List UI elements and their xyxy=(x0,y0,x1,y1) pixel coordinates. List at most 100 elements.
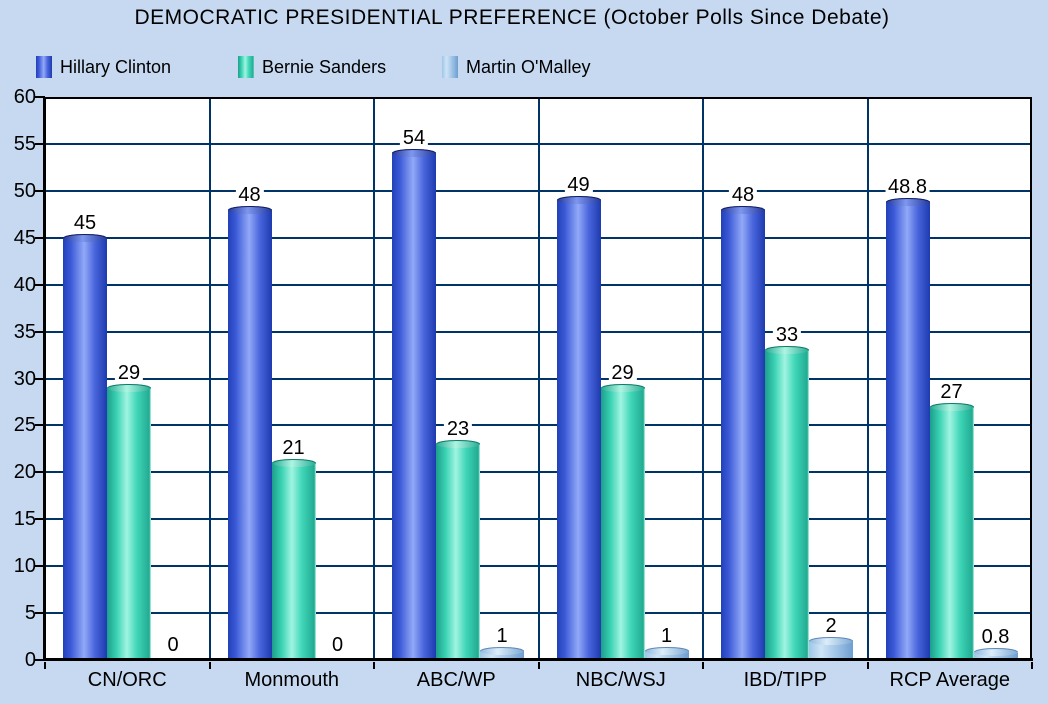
bar-cap-sanders-nbc-wsj xyxy=(600,383,645,392)
bar-value-label-omalley-abc-wp: 1 xyxy=(493,624,511,647)
bar-sanders-cn-orc xyxy=(107,387,151,660)
bar-clinton-rcp-average xyxy=(885,202,930,660)
x-axis-label-rcp-average: RCP Average xyxy=(889,669,1010,691)
y-tick-35 xyxy=(35,330,45,333)
bar-value-label-clinton-rcp-average: 48.8 xyxy=(885,176,930,199)
bar-clinton-abc-wp xyxy=(392,153,436,660)
bar-cap-sanders-rcp-average xyxy=(929,402,974,411)
bar-sanders-abc-wp xyxy=(436,444,480,660)
y-axis-label-45: 45 xyxy=(13,226,36,249)
clinton-swatch-icon xyxy=(36,56,52,78)
x-tick-1 xyxy=(208,662,211,669)
bar-clinton-nbc-wsj xyxy=(556,200,601,660)
x-axis-label-nbc-wsj: NBC/WSJ xyxy=(575,669,666,691)
category-divider-5 xyxy=(866,97,869,660)
bar-cap-clinton-ibd-tipp xyxy=(721,205,765,214)
bar-clinton-ibd-tipp xyxy=(721,209,765,660)
bar-value-label-sanders-nbc-wsj: 29 xyxy=(608,361,637,384)
y-tick-20 xyxy=(35,471,45,474)
bar-value-label-sanders-cn-orc: 29 xyxy=(114,361,144,384)
bar-value-label-omalley-monmouth: 0 xyxy=(328,634,347,656)
x-axis-label-cn-orc: CN/ORC xyxy=(87,669,167,691)
legend-item-hillary-clinton: Hillary Clinton xyxy=(36,55,171,79)
bar-cap-clinton-rcp-average xyxy=(885,198,930,207)
y-axis-label-50: 50 xyxy=(13,179,36,202)
bar-value-label-omalley-nbc-wsj: 1 xyxy=(657,624,676,647)
bar-cap-omalley-nbc-wsj xyxy=(644,646,689,655)
y-tick-50 xyxy=(35,189,45,192)
y-axis-label-30: 30 xyxy=(13,367,36,390)
y-axis-label-35: 35 xyxy=(13,320,36,343)
y-axis-label-0: 0 xyxy=(24,649,36,671)
bar-sanders-monmouth xyxy=(271,462,316,660)
legend-item-bernie-sanders: Bernie Sanders xyxy=(238,55,386,79)
x-tick-0 xyxy=(44,662,46,669)
category-divider-1 xyxy=(208,97,211,660)
y-axis-label-5: 5 xyxy=(24,602,36,625)
x-tick-6 xyxy=(1031,662,1033,669)
plot-border-top xyxy=(45,97,1032,99)
sanders-swatch-icon xyxy=(238,56,254,78)
y-tick-0 xyxy=(35,659,45,661)
x-axis-label-abc-wp: ABC/WP xyxy=(416,669,496,691)
bar-cap-sanders-ibd-tipp xyxy=(765,346,809,355)
bar-cap-clinton-abc-wp xyxy=(392,149,436,158)
y-axis-label-25: 25 xyxy=(13,414,36,437)
y-axis-label-15: 15 xyxy=(13,508,36,531)
bar-cap-sanders-monmouth xyxy=(271,458,316,467)
bar-omalley-ibd-tipp xyxy=(809,641,853,660)
bar-value-label-clinton-cn-orc: 45 xyxy=(70,211,100,234)
y-tick-15 xyxy=(35,518,45,521)
bar-value-label-omalley-ibd-tipp: 2 xyxy=(822,615,840,638)
bar-value-label-clinton-abc-wp: 54 xyxy=(399,127,429,150)
legend-label: Hillary Clinton xyxy=(60,56,172,77)
bar-value-label-sanders-ibd-tipp: 33 xyxy=(772,324,802,347)
legend: Hillary Clinton Bernie Sanders Martin O'… xyxy=(0,55,1048,83)
bar-cap-omalley-abc-wp xyxy=(480,646,524,655)
x-axis-line xyxy=(43,658,1033,661)
y-tick-30 xyxy=(35,377,45,380)
x-tick-4 xyxy=(702,662,704,669)
y-tick-10 xyxy=(35,565,45,568)
y-tick-60 xyxy=(35,96,45,98)
bar-value-label-clinton-monmouth: 48 xyxy=(235,183,264,206)
y-axis-label-20: 20 xyxy=(13,461,36,484)
legend-label: Martin O'Malley xyxy=(466,56,591,77)
y-tick-55 xyxy=(35,142,45,145)
y-tick-40 xyxy=(35,283,45,286)
category-divider-4 xyxy=(702,97,704,660)
omalley-swatch-icon xyxy=(442,56,458,78)
category-divider-2 xyxy=(373,97,375,660)
x-tick-5 xyxy=(866,662,869,669)
bar-omalley-rcp-average xyxy=(973,652,1018,660)
bar-cap-sanders-abc-wp xyxy=(436,440,480,449)
y-axis-label-55: 55 xyxy=(13,132,36,155)
x-tick-3 xyxy=(537,662,540,669)
bar-value-label-sanders-abc-wp: 23 xyxy=(443,418,473,441)
x-tick-2 xyxy=(373,662,375,669)
y-tick-5 xyxy=(35,612,45,615)
bar-clinton-cn-orc xyxy=(63,237,107,660)
plot-area xyxy=(43,97,1033,661)
bar-cap-omalley-rcp-average xyxy=(973,648,1018,657)
bar-omalley-abc-wp xyxy=(480,650,524,660)
y-axis-label-10: 10 xyxy=(13,555,36,578)
bar-cap-clinton-monmouth xyxy=(227,205,272,214)
bar-cap-sanders-cn-orc xyxy=(107,383,151,392)
plot-border-right xyxy=(1030,97,1032,660)
bar-value-label-sanders-rcp-average: 27 xyxy=(937,380,966,403)
bar-clinton-monmouth xyxy=(227,209,272,660)
y-axis-label-40: 40 xyxy=(13,273,36,296)
bar-cap-clinton-cn-orc xyxy=(63,233,107,242)
bar-sanders-rcp-average xyxy=(929,406,974,660)
bar-omalley-nbc-wsj xyxy=(644,650,689,660)
legend-item-martin-omalley: Martin O'Malley xyxy=(442,55,590,79)
bar-value-label-sanders-monmouth: 21 xyxy=(279,436,308,459)
y-tick-25 xyxy=(35,424,45,427)
bar-value-label-clinton-ibd-tipp: 48 xyxy=(728,183,758,206)
bar-value-label-omalley-rcp-average: 0.8 xyxy=(978,626,1013,649)
bar-value-label-omalley-cn-orc: 0 xyxy=(164,634,182,656)
x-axis-label-monmouth: Monmouth xyxy=(244,669,340,691)
category-divider-3 xyxy=(537,97,540,660)
